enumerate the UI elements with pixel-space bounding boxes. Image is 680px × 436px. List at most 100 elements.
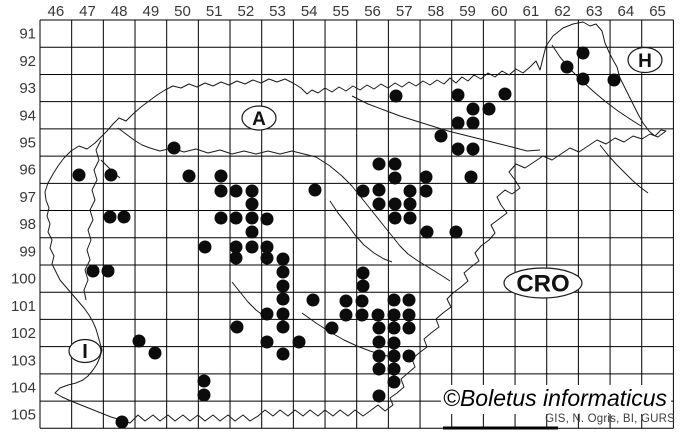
- row-label: 105: [11, 407, 36, 424]
- record-dot: [434, 129, 448, 143]
- watermark-text: ©Boletus informaticus: [441, 385, 672, 414]
- record-dot: [214, 211, 228, 225]
- record-dot: [229, 184, 243, 198]
- record-dot: [387, 336, 401, 350]
- record-dot: [245, 184, 259, 198]
- record-dot: [372, 157, 386, 171]
- record-dot: [148, 346, 162, 360]
- col-label: 65: [649, 3, 666, 20]
- col-label: 47: [79, 3, 96, 20]
- river-line: [329, 200, 393, 263]
- row-label: 99: [19, 243, 36, 260]
- record-dot: [245, 225, 259, 239]
- record-dot: [466, 142, 480, 156]
- record-dot: [72, 168, 86, 182]
- record-dot: [229, 211, 243, 225]
- record-dot: [214, 184, 228, 198]
- record-dot: [419, 170, 433, 184]
- record-dot: [402, 308, 416, 322]
- col-label: 63: [586, 3, 603, 20]
- record-dot: [498, 87, 512, 101]
- record-dot: [276, 265, 290, 279]
- country-label-letter: CRO: [516, 271, 569, 298]
- record-dot: [292, 335, 306, 349]
- record-dots: [72, 46, 621, 429]
- grid-labels: 46 47 48 49 50 51 52 53 54 55 56 57 58 59 60 61 62 63 64 65…: [11, 3, 666, 424]
- country-label-letter: A: [252, 109, 266, 130]
- record-dot: [339, 308, 353, 322]
- col-label: 59: [459, 3, 476, 20]
- record-dot: [372, 321, 386, 335]
- col-label: 61: [523, 3, 540, 20]
- record-dot: [560, 60, 574, 74]
- col-label: 52: [238, 3, 255, 20]
- country-label-a: A: [241, 105, 277, 131]
- record-dot: [245, 240, 259, 254]
- country-label-ellipse: [503, 267, 583, 299]
- record-dot: [339, 294, 353, 308]
- col-label: 55: [333, 3, 350, 20]
- row-label: 101: [11, 298, 36, 315]
- row-label: 92: [19, 53, 36, 70]
- record-dot: [276, 320, 290, 334]
- record-dot: [387, 349, 401, 363]
- record-dot: [387, 321, 401, 335]
- record-dot: [132, 334, 146, 348]
- river-line: [83, 139, 102, 301]
- country-outline: [44, 21, 667, 424]
- record-dot: [182, 169, 196, 183]
- record-dot: [101, 264, 115, 278]
- row-label: 91: [19, 26, 36, 43]
- river-line: [351, 95, 541, 152]
- row-label: 93: [19, 80, 36, 97]
- record-dot: [103, 210, 117, 224]
- record-dot: [197, 388, 211, 402]
- record-dot: [388, 171, 402, 185]
- record-dot: [355, 294, 369, 308]
- record-dot: [388, 211, 402, 225]
- record-dot: [260, 335, 274, 349]
- record-dot: [198, 240, 212, 254]
- record-dot: [86, 264, 100, 278]
- record-dot: [115, 415, 129, 429]
- river-line: [231, 281, 265, 317]
- record-dot: [403, 211, 417, 225]
- row-label: 96: [19, 162, 36, 179]
- col-label: 60: [491, 3, 508, 20]
- record-dot: [387, 375, 401, 389]
- record-dot: [371, 308, 385, 322]
- record-dot: [372, 183, 386, 197]
- river-line: [117, 127, 451, 282]
- record-dot: [276, 252, 290, 266]
- record-dot: [389, 89, 403, 103]
- row-label: 102: [11, 325, 36, 342]
- record-dot: [403, 197, 417, 211]
- country-label-ellipse: [627, 46, 663, 74]
- river-line: [551, 44, 642, 127]
- record-dot: [260, 251, 274, 265]
- record-dot: [372, 349, 386, 363]
- record-dot: [387, 308, 401, 322]
- record-dot: [276, 292, 290, 306]
- record-dot: [419, 184, 433, 198]
- record-dot: [276, 347, 290, 361]
- col-label: 58: [428, 3, 445, 20]
- row-label: 100: [11, 271, 36, 288]
- record-dot: [245, 211, 259, 225]
- country-label-h: H: [627, 46, 663, 74]
- record-dot: [197, 374, 211, 388]
- record-dot: [356, 279, 370, 293]
- record-dot: [451, 88, 465, 102]
- record-dot: [402, 293, 416, 307]
- record-dot: [372, 389, 386, 403]
- record-dot: [451, 116, 465, 130]
- country-label-i: I: [68, 338, 102, 363]
- record-dot: [420, 225, 434, 239]
- record-dot: [402, 349, 416, 363]
- country-label-cro: CRO: [503, 267, 583, 299]
- record-dot: [308, 183, 322, 197]
- col-label: 62: [554, 3, 571, 20]
- record-dot: [260, 212, 274, 226]
